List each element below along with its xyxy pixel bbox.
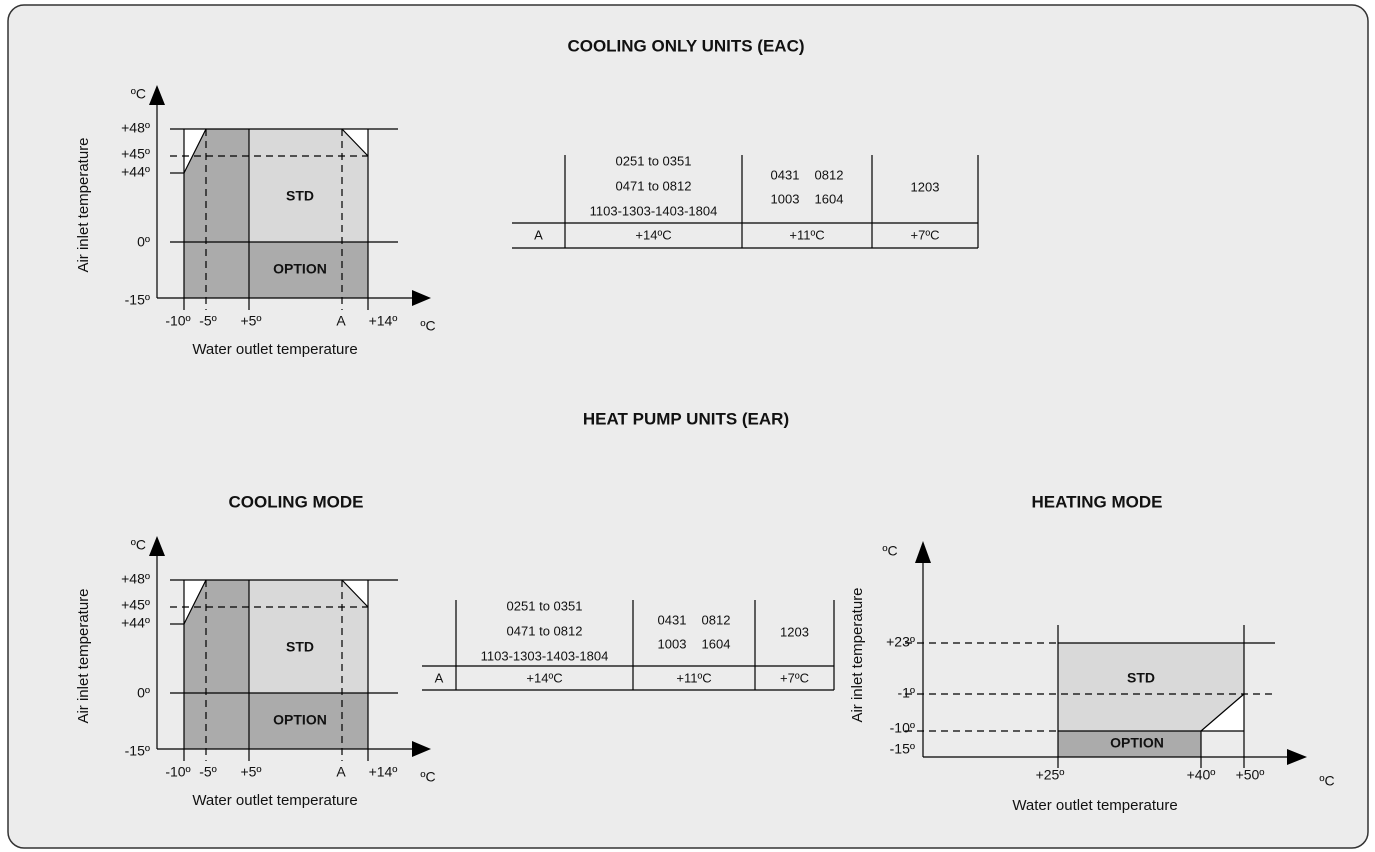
arrow: [412, 290, 431, 306]
table-header: 1604: [702, 636, 731, 651]
y-tick-label: +44º: [121, 164, 150, 180]
y-tick-label: +48º: [121, 120, 150, 136]
region-label: OPTION: [273, 712, 327, 728]
table-header: 1103-1303-1403-1804: [481, 648, 609, 663]
table-header: 1103-1303-1403-1804: [590, 203, 718, 218]
x-axis-label: Water outlet temperature: [1012, 797, 1177, 814]
y-tick-label: +44º: [121, 615, 150, 631]
title: COOLING ONLY UNITS (EAC): [567, 36, 804, 55]
y-unit: ºC: [131, 537, 146, 553]
heating-mode-title: HEATING MODE: [1032, 492, 1163, 511]
y-axis-label: Air inlet temperature: [75, 588, 92, 723]
y-tick-label: +23º: [886, 634, 915, 650]
table-header: 1604: [815, 191, 844, 206]
y-axis-label: Air inlet temperature: [75, 137, 92, 272]
arrow: [915, 541, 931, 563]
x-tick-label: +50º: [1236, 767, 1265, 783]
x-tick-label: +5º: [240, 313, 261, 329]
y-tick-label: -15º: [125, 743, 150, 759]
x-tick-label: A: [336, 313, 346, 329]
x-tick-label: +14º: [369, 313, 398, 329]
cooling-mode-title: COOLING MODE: [228, 492, 363, 511]
table-header: 0251 to 0351: [616, 153, 692, 168]
dark-zone: [184, 580, 249, 749]
y-tick-label: -15º: [890, 741, 915, 757]
table-header: 0431: [771, 167, 800, 182]
x-unit: ºC: [1319, 773, 1334, 789]
line: [183, 128, 207, 174]
y-axis-label: Air inlet temperature: [849, 587, 866, 722]
x-tick-label: +25º: [1036, 767, 1065, 783]
x-tick-label: -10º: [165, 313, 190, 329]
table-cell: A: [534, 227, 543, 242]
table-header: 0251 to 0351: [507, 598, 583, 613]
line: [341, 579, 369, 608]
arrow: [149, 85, 165, 105]
table-header: 0431: [658, 612, 687, 627]
dark-zone: [184, 129, 249, 298]
x-tick-label: A: [336, 764, 346, 780]
table-header: 0471 to 0812: [507, 623, 583, 638]
region-label: STD: [286, 188, 314, 204]
table-cell: +7ºC: [911, 227, 940, 242]
x-tick-label: -5º: [199, 764, 217, 780]
y-tick-label: 0º: [137, 234, 150, 250]
y-tick-label: -1º: [897, 685, 915, 701]
x-unit: ºC: [420, 318, 435, 334]
arrow: [1287, 749, 1307, 765]
std-zone: [1058, 643, 1244, 731]
table-cell: +7ºC: [780, 670, 809, 685]
option-zone: [249, 242, 368, 298]
x-axis-label: Water outlet temperature: [192, 341, 357, 358]
y-tick-label: -15º: [125, 292, 150, 308]
x-unit: ºC: [420, 769, 435, 785]
region-label: STD: [1127, 670, 1155, 686]
table-cell: +14ºC: [526, 670, 562, 685]
arrow: [149, 536, 165, 556]
region-label: OPTION: [273, 261, 327, 277]
table-header: 1003: [658, 636, 687, 651]
y-tick-label: +48º: [121, 571, 150, 587]
line: [183, 579, 207, 625]
heat-pump-title: HEAT PUMP UNITS (EAR): [583, 409, 789, 428]
std-zone: [249, 580, 368, 693]
option-zone: [1058, 731, 1201, 757]
table-cell: +11ºC: [789, 227, 824, 242]
option-zone: [249, 693, 368, 749]
y-tick-label: +45º: [121, 146, 150, 162]
line: [341, 128, 369, 157]
table-cell: +11ºC: [676, 670, 711, 685]
line: [1200, 693, 1245, 732]
table-header: 0471 to 0812: [616, 178, 692, 193]
y-unit: ºC: [882, 543, 897, 559]
y-unit: ºC: [131, 86, 146, 102]
x-tick-label: -5º: [199, 313, 217, 329]
x-tick-label: +14º: [369, 764, 398, 780]
arrow: [412, 741, 431, 757]
y-tick-label: 0º: [137, 685, 150, 701]
y-tick-label: -10º: [890, 720, 915, 736]
table-header: 1203: [911, 179, 940, 194]
table-header: 0812: [815, 167, 844, 182]
table-header: 0812: [702, 612, 731, 627]
region-label: OPTION: [1110, 735, 1164, 751]
region-label: STD: [286, 639, 314, 655]
table-header: 1203: [780, 624, 809, 639]
x-tick-label: -10º: [165, 764, 190, 780]
x-tick-label: +5º: [240, 764, 261, 780]
x-tick-label: +40º: [1187, 767, 1216, 783]
x-axis-label: Water outlet temperature: [192, 792, 357, 809]
table-cell: A: [435, 670, 444, 685]
y-tick-label: +45º: [121, 597, 150, 613]
table-header: 1003: [771, 191, 800, 206]
std-zone: [249, 129, 368, 242]
table-cell: +14ºC: [635, 227, 671, 242]
